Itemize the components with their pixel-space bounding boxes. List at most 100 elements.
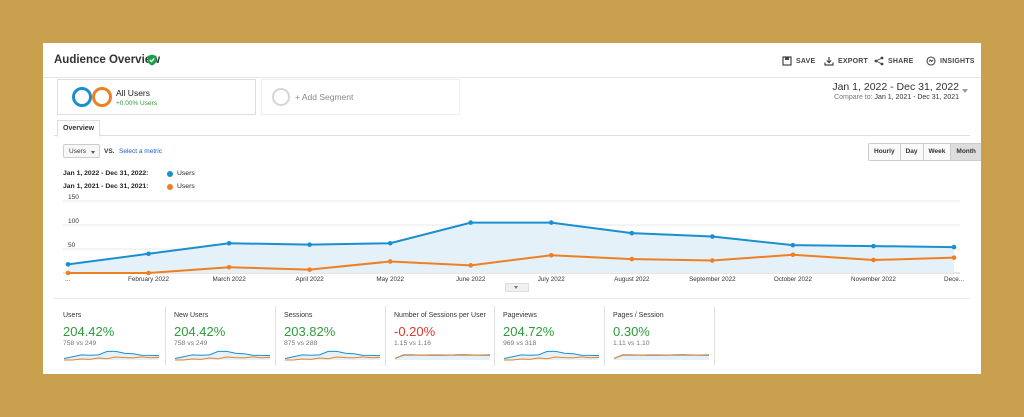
date-range-compare: Compare to: Jan 1, 2021 - Dec 31, 2021 [832, 94, 959, 101]
data-point [871, 257, 876, 263]
metric-compare: 1.11 vs 1.10 [613, 340, 650, 347]
segment-all-users[interactable]: All Users +0.00% Users [57, 79, 256, 115]
metrics-divider [54, 298, 970, 299]
metric-label: New Users [174, 312, 209, 319]
sparkline-series [175, 350, 271, 359]
tab-divider [54, 135, 970, 136]
sparkline-series [395, 354, 491, 359]
x-tick-label: August 2022 [614, 276, 650, 283]
compare-value: Jan 1, 2021 - Dec 31, 2021 [874, 94, 959, 101]
export-label: EXPORT [838, 57, 868, 65]
save-icon [782, 56, 792, 66]
metric-sparkline [504, 350, 600, 361]
metric-card[interactable]: Pageviews 204.72% 969 vs 318 [494, 306, 605, 366]
data-point [146, 270, 151, 276]
x-tick-label: June 2022 [456, 276, 486, 283]
metric-select[interactable]: Users [63, 144, 100, 158]
metric-value: 204.72% [503, 324, 555, 339]
chart-resize-handle[interactable] [505, 283, 529, 292]
y-tick-label: 50 [68, 242, 76, 249]
legend-series-previous: Users [177, 183, 195, 190]
date-range-caret-icon[interactable] [962, 89, 968, 93]
sparkline-series [614, 354, 710, 359]
insights-button[interactable]: INSIGHTS [926, 56, 975, 66]
legend-series-current: Users [177, 170, 195, 177]
sparkline-series [504, 356, 600, 361]
metric-card[interactable]: Users 204.42% 758 vs 249 [54, 306, 166, 366]
save-button[interactable]: SAVE [782, 56, 815, 66]
sparkline-series [285, 350, 381, 359]
users-line-chart: 50 100 150... February 2022 March 2022 April … [63, 194, 964, 283]
series-line [67, 221, 955, 266]
metric-sparkline [614, 354, 710, 360]
sparkline-area [395, 354, 490, 360]
metric-value: 204.42% [174, 324, 226, 339]
data-point [387, 240, 393, 246]
granularity-week[interactable]: Week [923, 144, 952, 160]
x-tick-label: May 2022 [376, 276, 404, 283]
data-point [468, 220, 474, 225]
granularity-month[interactable]: Month [951, 144, 981, 160]
metric-compare: 1.15 vs 1.16 [394, 340, 432, 347]
chevron-down-icon [91, 151, 95, 154]
legend-range-previous: Jan 1, 2021 - Dec 31, 2021: [63, 183, 149, 190]
share-button[interactable]: SHARE [874, 56, 914, 66]
add-segment-label: + Add Segment [295, 92, 354, 102]
metric-label: Pages / Session [613, 312, 664, 319]
legend-range-current: Jan 1, 2022 - Dec 31, 2022: [63, 170, 149, 177]
granularity-toggle: Hourly Day Week Month [868, 143, 981, 161]
metric-card[interactable]: Sessions 203.82% 875 vs 288 [275, 306, 386, 366]
y-tick-label: 100 [68, 218, 79, 225]
x-tick-label: October 2022 [774, 276, 813, 283]
export-button[interactable]: EXPORT [824, 56, 868, 66]
data-point [629, 256, 635, 262]
data-point [790, 242, 796, 248]
series-line [68, 253, 955, 274]
vs-label: VS. [104, 148, 115, 155]
metric-value: 0.30% [613, 324, 650, 339]
legend-previous: Jan 1, 2021 - Dec 31, 2021: Users [63, 183, 195, 190]
share-label: SHARE [888, 57, 914, 65]
metric-card[interactable]: New Users 204.42% 758 vs 249 [165, 306, 276, 366]
legend-dot-previous [167, 184, 173, 190]
sparkline-series [64, 350, 160, 359]
metric-card[interactable]: Pages / Session 0.30% 1.11 vs 1.10 [604, 306, 715, 366]
metric-sparkline [285, 350, 381, 361]
x-tick-label: April 2022 [295, 276, 324, 283]
metric-value: 204.42% [63, 324, 115, 339]
date-range-picker[interactable]: Jan 1, 2022 - Dec 31, 2022 Compare to: J… [832, 81, 959, 101]
audience-overview-panel: Audience Overview SAVE EXPORT SHARE INSI… [43, 43, 981, 374]
segment-delta: +0.00% Users [116, 100, 158, 107]
add-segment-button[interactable]: + Add Segment [261, 79, 460, 115]
data-point [951, 244, 957, 250]
metric-label: Number of Sessions per User [394, 312, 486, 319]
save-label: SAVE [796, 57, 816, 65]
tab-overview[interactable]: Overview [57, 120, 101, 137]
data-point [226, 240, 232, 246]
sparkline-series [285, 356, 381, 361]
legend-dot-current [167, 171, 173, 177]
share-icon [874, 56, 884, 66]
x-tick-label: March 2022 [212, 276, 246, 283]
granularity-day[interactable]: Day [900, 144, 924, 160]
insights-icon [926, 56, 936, 66]
metric-value: -0.20% [394, 324, 436, 339]
segment-name: All Users [116, 88, 151, 98]
data-point [790, 252, 796, 258]
metric-value: 203.82% [284, 324, 336, 339]
x-tick-label: September 2022 [689, 276, 736, 283]
x-tick-label: July 2022 [538, 276, 565, 283]
data-point [871, 243, 876, 249]
x-tick-label: ... [65, 276, 70, 283]
y-tick-label: 150 [68, 194, 79, 201]
metric-card[interactable]: Number of Sessions per User -0.20% 1.15 vs… [385, 306, 495, 366]
insights-label: INSIGHTS [940, 57, 975, 65]
granularity-hourly[interactable]: Hourly [869, 144, 901, 160]
metric-sparkline [175, 350, 271, 361]
add-segment-circle-icon [272, 88, 290, 106]
metric-label: Sessions [284, 312, 313, 319]
metric-label: Users [63, 312, 82, 319]
select-metric-link[interactable]: Select a metric [119, 148, 162, 155]
x-tick-label: February 2022 [128, 276, 169, 283]
data-point [307, 267, 312, 272]
